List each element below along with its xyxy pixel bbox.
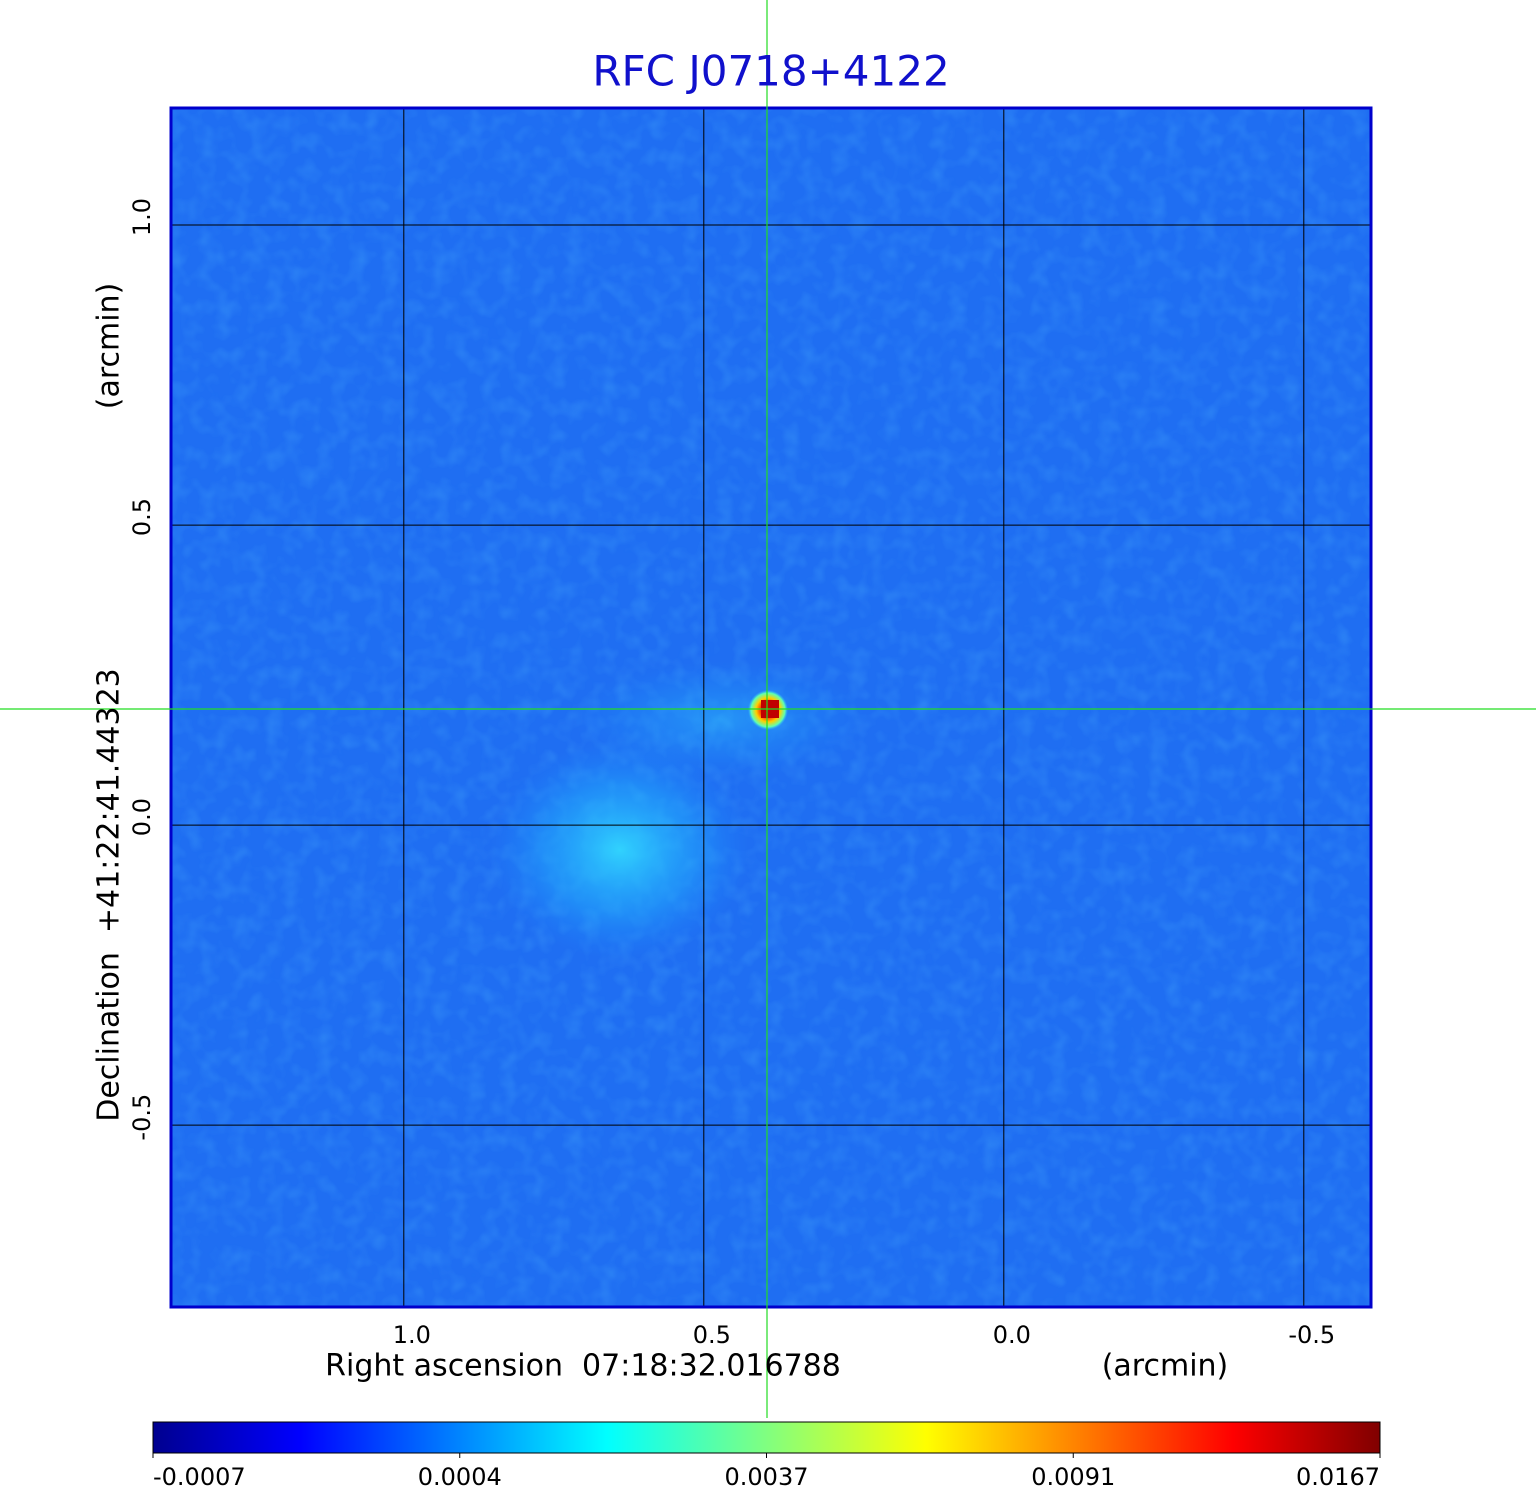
grid — [171, 108, 1371, 1307]
colorbar-tick-label: 0.0091 — [1031, 1463, 1115, 1491]
diffuse-emission — [490, 740, 750, 960]
x-axis-unit: (arcmin) — [1102, 1349, 1229, 1384]
y-tick-label: 0.0 — [128, 798, 156, 836]
y-axis-label: Declination +41:22:41.44323 — [92, 668, 127, 1122]
x-tick-label: 1.0 — [393, 1321, 431, 1349]
diffuse-emission — [570, 660, 870, 780]
colorbar-tick-label: -0.0007 — [153, 1463, 246, 1491]
colorbar-tick-label: 0.0004 — [418, 1463, 502, 1491]
image-area — [171, 108, 1371, 1307]
x-axis-label: Right ascension 07:18:32.016788 — [325, 1349, 841, 1384]
colorbar — [152, 1421, 1381, 1454]
y-tick-label: 1.0 — [128, 198, 156, 236]
colorbar-tick-label: 0.0037 — [725, 1463, 809, 1491]
chart-title: RFC J0718+4122 — [592, 47, 949, 96]
plot-frame — [169, 106, 1373, 1309]
x-tick-label: -0.5 — [1288, 1321, 1335, 1349]
x-tick-label: 0.5 — [693, 1321, 731, 1349]
y-tick-label: 0.5 — [128, 498, 156, 536]
colorbar-tick-label: 0.0167 — [1296, 1463, 1380, 1491]
y-tick-label: -0.5 — [128, 1094, 156, 1141]
y-axis-unit: (arcmin) — [92, 283, 127, 410]
x-tick-label: 0.0 — [993, 1321, 1031, 1349]
